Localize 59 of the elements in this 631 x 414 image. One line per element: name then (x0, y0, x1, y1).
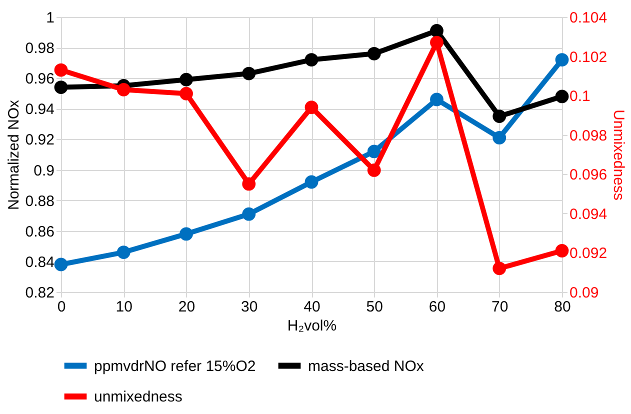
x-tick-label: 70 (492, 298, 508, 316)
x-tick-label: 80 (554, 298, 571, 316)
point (492, 131, 506, 144)
x-tick-label: 40 (304, 298, 320, 316)
point (116, 246, 130, 259)
y-axis-title: Normalized NOx (5, 99, 22, 210)
y-tick-label: 0.96 (25, 70, 54, 88)
point (304, 53, 318, 66)
point (180, 227, 193, 241)
y-tick-label: 0.82 (25, 284, 54, 302)
point (54, 63, 68, 77)
x-tick-label: 60 (428, 298, 446, 316)
legend-label: ppmvdrNO refer 15%O2 (94, 358, 256, 375)
point (304, 100, 318, 114)
x-tick-label: 10 (116, 298, 132, 316)
y2-tick-label: 0.094 (570, 206, 608, 223)
point (180, 72, 193, 86)
y2-tick-label: 0.102 (570, 48, 608, 66)
point (430, 36, 444, 50)
y2-tick-label: 0.098 (570, 127, 608, 144)
x-tick-label: 50 (366, 298, 383, 316)
point (367, 46, 381, 60)
x-tick-label: 30 (241, 298, 258, 316)
point (116, 82, 130, 96)
y2-tick-label: 0.1 (570, 88, 590, 106)
x-tick-label: 0 (57, 298, 66, 316)
point (367, 164, 381, 177)
point (555, 244, 569, 258)
point (180, 86, 193, 100)
x-axis-title: H₂vol% (287, 318, 337, 334)
y-tick-label: 0.94 (25, 101, 54, 118)
point (555, 90, 569, 104)
y-tick-label: 0.9 (34, 162, 54, 180)
point (367, 144, 381, 158)
point (54, 258, 68, 272)
point (304, 175, 318, 189)
y-tick-label: 0.92 (25, 132, 54, 149)
y2-axis-title: Unmixedness (610, 110, 628, 200)
legend-label: unmixedness (94, 388, 182, 406)
legend-label: mass-based NOx (308, 358, 424, 375)
y2-tick-label: 0.104 (570, 10, 608, 26)
point (430, 24, 444, 38)
point (242, 207, 256, 221)
y2-tick-label: 0.09 (570, 284, 599, 302)
point (492, 262, 506, 276)
y-tick-label: 0.98 (25, 40, 54, 58)
y-tick-label: 0.86 (25, 223, 54, 240)
x-tick-label: 20 (178, 298, 196, 316)
y2-tick-label: 0.096 (570, 166, 608, 184)
point (54, 80, 68, 94)
y-tick-label: 1 (46, 10, 54, 26)
y2-tick-label: 0.092 (570, 245, 608, 262)
point (492, 110, 506, 123)
point (430, 92, 444, 106)
point (555, 53, 569, 66)
point (242, 66, 256, 80)
y-tick-label: 0.88 (25, 192, 54, 210)
point (242, 177, 256, 191)
y-tick-label: 0.84 (25, 254, 54, 271)
